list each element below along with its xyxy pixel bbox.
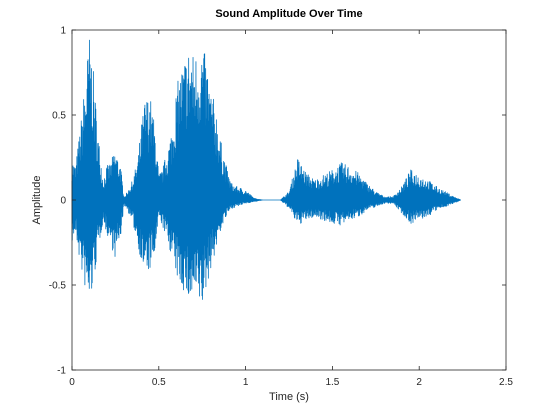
y-tick-label: -0.5: [49, 281, 67, 292]
x-tick-label: 0: [69, 377, 75, 388]
axis-ticks: 0 0.5 1 1.5 2 2.5 -1 -0.5 0 0.5 1: [49, 26, 514, 389]
x-tick-label: 2.5: [499, 377, 513, 388]
y-tick-label: -1: [57, 366, 66, 377]
y-tick-label: 0.5: [52, 111, 66, 122]
x-tick-label: 1: [243, 377, 249, 388]
y-tick-label: 0: [60, 196, 66, 207]
chart-title: Sound Amplitude Over Time: [215, 8, 362, 20]
y-tick-label: 1: [60, 26, 66, 37]
x-tick-label: 0.5: [152, 377, 166, 388]
x-axis-label: Time (s): [269, 391, 309, 403]
waveform-line: [71, 39, 462, 300]
y-axis-label: Amplitude: [31, 176, 43, 225]
waveform-series: [71, 39, 462, 300]
x-tick-label: 2: [416, 377, 422, 388]
x-tick-label: 1.5: [325, 377, 339, 388]
